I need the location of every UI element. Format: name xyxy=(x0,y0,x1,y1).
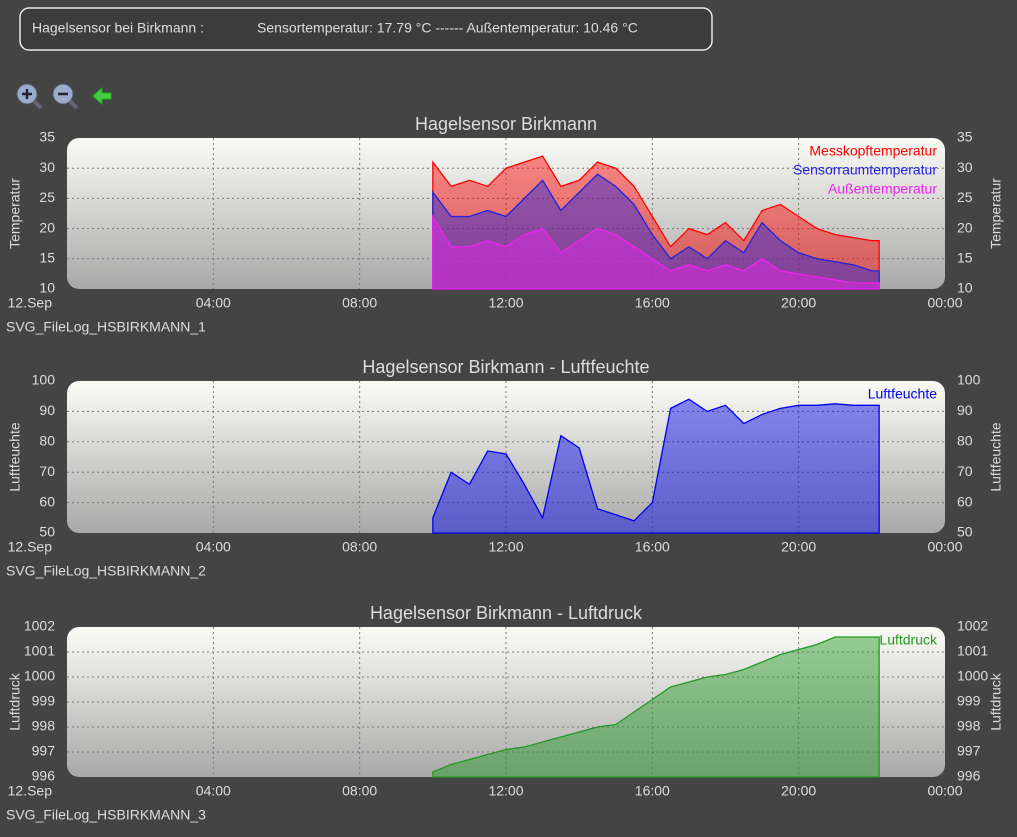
y2-tick-label: 70 xyxy=(957,463,973,479)
x-tick-label: 04:00 xyxy=(196,783,231,799)
y2-tick-label: 60 xyxy=(957,493,973,509)
x-tick-label: 08:00 xyxy=(342,539,377,555)
y2-axis-label: Temperatur xyxy=(988,178,1004,249)
y-tick-label: 996 xyxy=(32,768,56,784)
y2-tick-label: 90 xyxy=(957,402,973,418)
y-tick-label: 999 xyxy=(32,693,56,709)
y-tick-label: 50 xyxy=(39,524,55,540)
legend-entry: Luftfeuchte xyxy=(868,386,937,402)
y-tick-label: 1001 xyxy=(24,643,55,659)
y-tick-label: 35 xyxy=(39,129,55,145)
y-tick-label: 90 xyxy=(39,402,55,418)
header-box xyxy=(19,7,713,51)
x-tick-label: 12:00 xyxy=(488,539,523,555)
chart-title: Hagelsensor Birkmann - Luftfeuchte xyxy=(362,357,649,377)
y-tick-label: 20 xyxy=(39,219,55,235)
zoom-out[interactable] xyxy=(52,83,79,110)
y-tick-label: 997 xyxy=(32,743,56,759)
y-tick-label: 60 xyxy=(39,493,55,509)
y2-axis-label: Luftdruck xyxy=(988,672,1004,731)
y2-tick-label: 997 xyxy=(957,743,981,759)
zoom-in[interactable] xyxy=(16,83,43,110)
y2-tick-label: 1000 xyxy=(957,668,988,684)
y-axis-label: Temperatur xyxy=(7,178,23,249)
x-tick-label: 08:00 xyxy=(342,783,377,799)
y2-tick-label: 998 xyxy=(957,718,981,734)
y2-tick-label: 25 xyxy=(957,189,973,205)
x-tick-label: 00:00 xyxy=(927,539,962,555)
x-tick-label: 08:00 xyxy=(342,295,377,311)
x-tick-label: 16:00 xyxy=(635,295,670,311)
legend-entry: Messkopftemperatur xyxy=(809,143,937,159)
y-tick-label: 70 xyxy=(39,463,55,479)
x-tick-label: 12:00 xyxy=(488,295,523,311)
y-axis-label: Luftdruck xyxy=(7,672,23,731)
y-tick-label: 998 xyxy=(32,718,56,734)
y2-tick-label: 35 xyxy=(957,129,973,145)
x-tick-label: 00:00 xyxy=(927,295,962,311)
y-tick-label: 1002 xyxy=(24,618,55,634)
chart-title: Hagelsensor Birkmann - Luftdruck xyxy=(370,603,643,623)
header-status: Sensortemperatur: 17.79 °C ------ Außent… xyxy=(257,20,638,36)
y2-tick-label: 1002 xyxy=(957,618,988,634)
x-tick-label: 12.Sep xyxy=(8,295,53,311)
back-arrow[interactable] xyxy=(92,86,112,106)
area xyxy=(432,398,880,534)
x-tick-label: 04:00 xyxy=(196,295,231,311)
x-tick-label: 04:00 xyxy=(196,539,231,555)
y-tick-label: 15 xyxy=(39,250,55,266)
y-tick-label: 10 xyxy=(39,280,55,296)
y2-tick-label: 15 xyxy=(957,250,973,266)
x-tick-label: 12:00 xyxy=(488,783,523,799)
y2-tick-label: 1001 xyxy=(957,643,988,659)
legend-entry: Sensorraumtemperatur xyxy=(793,162,937,178)
y2-tick-label: 80 xyxy=(957,433,973,449)
y2-tick-label: 100 xyxy=(957,372,981,388)
header-name: Hagelsensor bei Birkmann : xyxy=(32,20,204,36)
area xyxy=(432,155,880,290)
y2-axis-label: Luftfeuchte xyxy=(988,422,1004,491)
chart-caption: SVG_FileLog_HSBIRKMANN_2 xyxy=(6,563,206,579)
y2-tick-label: 10 xyxy=(957,280,973,296)
y2-tick-label: 30 xyxy=(957,159,973,175)
y-tick-label: 80 xyxy=(39,433,55,449)
x-tick-label: 12.Sep xyxy=(8,783,53,799)
chart-title: Hagelsensor Birkmann xyxy=(415,114,597,134)
chart-caption: SVG_FileLog_HSBIRKMANN_3 xyxy=(6,807,206,823)
x-tick-label: 16:00 xyxy=(635,539,670,555)
x-tick-label: 12.Sep xyxy=(8,539,53,555)
y-tick-label: 25 xyxy=(39,189,55,205)
y2-tick-label: 996 xyxy=(957,768,981,784)
chart-caption: SVG_FileLog_HSBIRKMANN_1 xyxy=(6,319,206,335)
legend-entry: Luftdruck xyxy=(879,632,938,648)
area xyxy=(432,214,880,290)
x-tick-label: 20:00 xyxy=(781,539,816,555)
y-tick-label: 30 xyxy=(39,159,55,175)
y-axis-label: Luftfeuchte xyxy=(7,422,23,491)
y-tick-label: 100 xyxy=(32,372,56,388)
x-tick-label: 20:00 xyxy=(781,295,816,311)
area xyxy=(432,173,880,290)
x-tick-label: 20:00 xyxy=(781,783,816,799)
y2-tick-label: 20 xyxy=(957,219,973,235)
x-tick-label: 16:00 xyxy=(635,783,670,799)
area xyxy=(432,636,880,778)
x-tick-label: 00:00 xyxy=(927,783,962,799)
y2-tick-label: 50 xyxy=(957,524,973,540)
y-tick-label: 1000 xyxy=(24,668,55,684)
y2-tick-label: 999 xyxy=(957,693,981,709)
legend-entry: Außentemperatur xyxy=(828,181,937,197)
